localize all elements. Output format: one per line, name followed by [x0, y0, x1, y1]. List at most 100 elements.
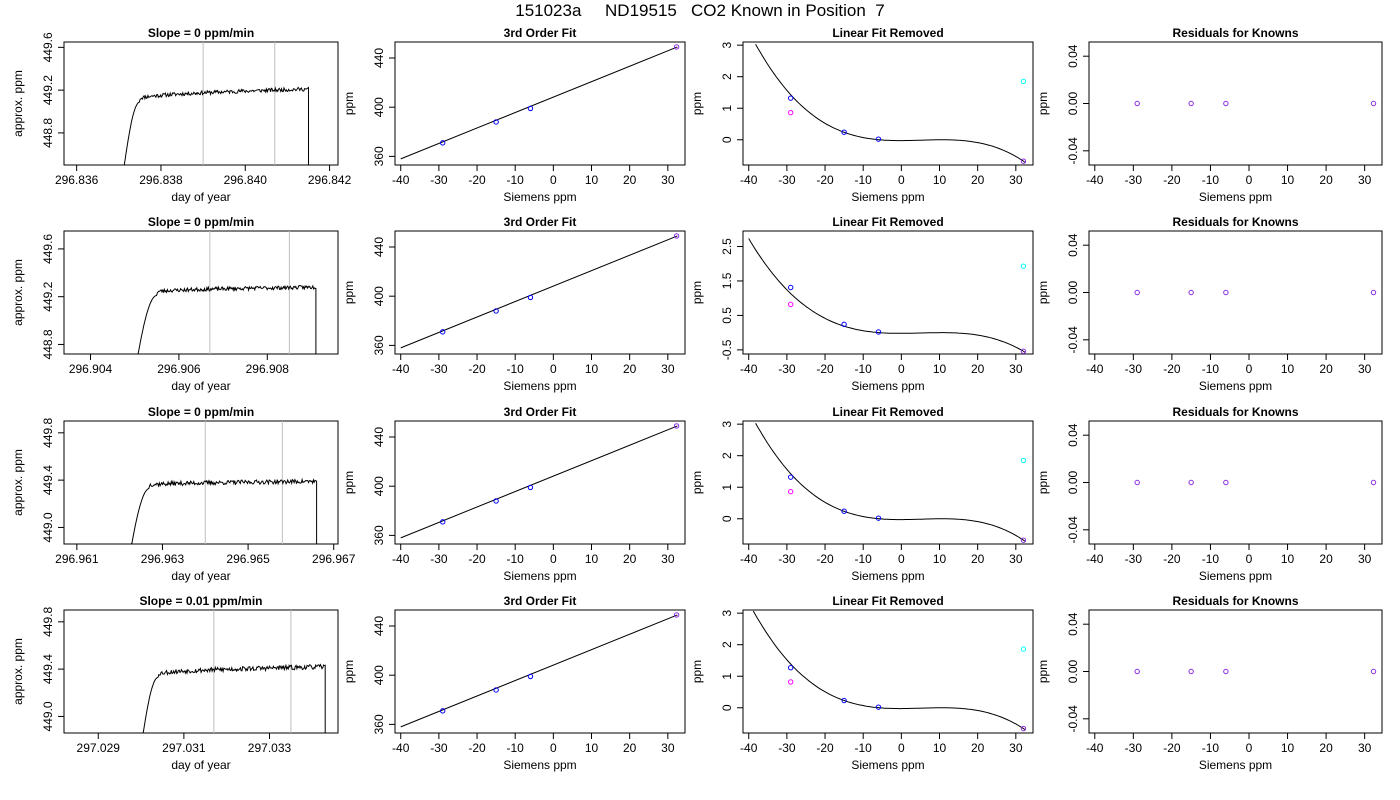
- y-tick-label: 3: [720, 420, 734, 427]
- x-tick-label: -40: [740, 362, 758, 376]
- y-tick-label: 449.6: [41, 234, 55, 264]
- x-tick-label: 296.836: [55, 173, 99, 187]
- data-point: [1134, 668, 1140, 675]
- y-tick-label: 449.8: [41, 417, 55, 447]
- x-tick-label: 0: [1246, 173, 1253, 187]
- x-tick-label: -10: [507, 173, 525, 187]
- cubic-fit-curve: [755, 44, 1026, 163]
- y-axis-label: ppm: [1036, 281, 1050, 304]
- x-tick-label: 20: [971, 552, 985, 566]
- data-point: [841, 129, 847, 135]
- x-axis-label: Siemens ppm: [851, 190, 924, 204]
- data-point: [493, 308, 499, 314]
- y-tick-label: 449.2: [41, 75, 55, 105]
- y-tick-label: 449.8: [41, 606, 55, 636]
- x-tick-label: 10: [933, 173, 947, 187]
- x-tick-label: -40: [392, 173, 410, 187]
- x-tick-label: 30: [1009, 741, 1023, 755]
- x-tick-label: 0: [1246, 741, 1253, 755]
- x-tick-label: 0: [1246, 552, 1253, 566]
- data-point: [439, 329, 446, 335]
- x-tick-label: 296.965: [226, 552, 270, 566]
- data-point: [1134, 479, 1140, 486]
- x-tick-label: -40: [1086, 741, 1104, 755]
- x-tick-label: -30: [778, 552, 796, 566]
- concentration-trace: [130, 284, 317, 355]
- data-point: [1134, 289, 1140, 296]
- data-point: [875, 515, 882, 521]
- x-tick-label: -30: [778, 362, 796, 376]
- x-tick-label: -40: [740, 552, 758, 566]
- concentration-trace: [118, 86, 309, 166]
- y-tick-label: 449.4: [41, 654, 55, 684]
- x-tick-label: -30: [1125, 741, 1143, 755]
- x-axis-label: Siemens ppm: [851, 758, 924, 772]
- x-axis-label: Siemens ppm: [1199, 569, 1272, 583]
- x-tick-label: -30: [430, 173, 448, 187]
- data-point: [787, 109, 794, 116]
- x-axis-label: Siemens ppm: [1199, 379, 1272, 393]
- x-tick-label: -30: [1125, 552, 1143, 566]
- data-point: [875, 704, 882, 710]
- data-point: [1223, 289, 1229, 296]
- x-tick-label: -10: [507, 741, 525, 755]
- x-tick-label: 296.904: [69, 362, 113, 376]
- data-point: [1020, 78, 1027, 85]
- y-axis-label: approx. ppm: [11, 259, 25, 326]
- x-tick-label: 20: [1319, 741, 1333, 755]
- x-tick-label: 297.029: [77, 741, 121, 755]
- plot-frame: [742, 41, 1034, 166]
- plot-frame: [1088, 609, 1383, 734]
- x-tick-label: -30: [778, 741, 796, 755]
- y-tick-label: 0.04: [1066, 233, 1080, 257]
- data-point: [493, 119, 499, 125]
- x-axis-label: Siemens ppm: [1199, 190, 1272, 204]
- data-point: [841, 508, 847, 514]
- y-tick-label: 0.00: [1066, 470, 1080, 494]
- panel-title: Slope = 0 ppm/min: [148, 215, 254, 229]
- panel-title: 3rd Order Fit: [504, 26, 577, 40]
- x-tick-label: -20: [1163, 552, 1181, 566]
- data-point: [1188, 289, 1194, 296]
- data-point: [527, 105, 534, 112]
- data-point: [1223, 100, 1229, 107]
- fit-line: [400, 425, 678, 539]
- plot-frame: [63, 230, 339, 355]
- cubic-fit-curve: [748, 238, 1026, 353]
- y-axis-label: ppm: [342, 660, 356, 683]
- x-tick-label: -30: [1125, 173, 1143, 187]
- panel-title: Residuals for Knowns: [1172, 215, 1298, 229]
- y-tick-label: 0: [720, 515, 734, 522]
- data-point: [1223, 668, 1229, 675]
- x-axis-label: day of year: [171, 569, 230, 583]
- x-tick-label: 20: [971, 362, 985, 376]
- y-tick-label: 1: [720, 484, 734, 491]
- x-axis-label: Siemens ppm: [503, 190, 576, 204]
- data-point: [673, 423, 680, 429]
- panel-title: Residuals for Knowns: [1172, 594, 1298, 608]
- data-point: [1020, 158, 1027, 164]
- x-tick-label: -40: [740, 173, 758, 187]
- x-axis-label: day of year: [171, 758, 230, 772]
- y-axis-label: approx. ppm: [11, 70, 25, 137]
- y-tick-label: 2.5: [720, 238, 734, 255]
- plot-frame: [63, 41, 339, 166]
- data-point: [1370, 289, 1377, 296]
- data-point: [1223, 479, 1229, 486]
- plot-frame: [394, 41, 686, 166]
- x-tick-label: -10: [855, 173, 873, 187]
- x-tick-label: -40: [1086, 362, 1104, 376]
- data-point: [673, 612, 680, 618]
- y-tick-label: 449.0: [41, 512, 55, 542]
- x-tick-label: 0: [550, 362, 557, 376]
- x-tick-label: 20: [971, 173, 985, 187]
- data-point: [1370, 479, 1377, 486]
- y-tick-label: 0.00: [1066, 280, 1080, 304]
- data-point: [527, 484, 534, 491]
- y-tick-label: -0.04: [1066, 705, 1080, 733]
- x-tick-label: 296.967: [312, 552, 356, 566]
- panel-title: Linear Fit Removed: [832, 405, 943, 419]
- panel-title: Linear Fit Removed: [832, 594, 943, 608]
- x-axis-label: day of year: [171, 190, 230, 204]
- x-axis-label: Siemens ppm: [503, 379, 576, 393]
